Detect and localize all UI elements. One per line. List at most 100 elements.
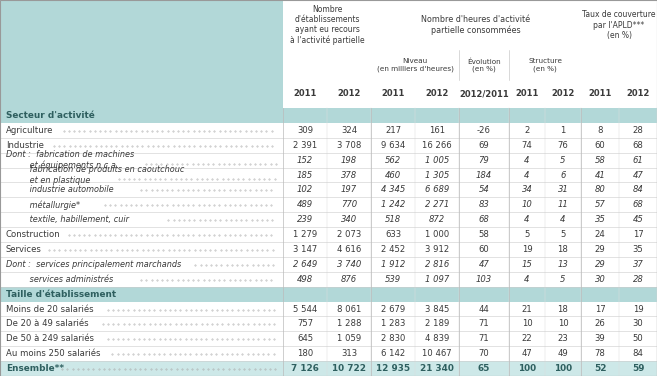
Text: 10 467: 10 467	[422, 349, 452, 358]
Text: 4: 4	[524, 156, 530, 165]
Text: 4 839: 4 839	[425, 334, 449, 343]
Text: Nombre
d'établissements
ayant eu recours
à l'activité partielle: Nombre d'établissements ayant eu recours…	[290, 5, 365, 45]
Text: 83: 83	[479, 200, 489, 209]
Text: 23: 23	[558, 334, 568, 343]
Text: 60: 60	[479, 245, 489, 254]
Text: 100: 100	[518, 364, 536, 373]
Text: 2 816: 2 816	[425, 260, 449, 269]
Text: 4 345: 4 345	[381, 185, 405, 194]
Text: 44: 44	[479, 305, 489, 314]
Text: De 20 à 49 salariés: De 20 à 49 salariés	[6, 319, 89, 328]
Text: 57: 57	[595, 200, 605, 209]
Text: 2011: 2011	[293, 89, 317, 99]
Text: 1 000: 1 000	[425, 230, 449, 239]
Text: 84: 84	[633, 349, 643, 358]
Text: 2012: 2012	[551, 89, 575, 99]
Text: 47: 47	[633, 170, 643, 179]
Text: 16 266: 16 266	[422, 141, 452, 150]
Text: 8: 8	[597, 126, 602, 135]
Text: 498: 498	[297, 275, 313, 284]
Text: 309: 309	[297, 126, 313, 135]
Text: 68: 68	[479, 215, 489, 224]
Text: 2 679: 2 679	[381, 305, 405, 314]
Text: 61: 61	[633, 156, 643, 165]
Bar	[459, 80, 509, 108]
Text: 324: 324	[341, 126, 357, 135]
Bar	[509, 50, 581, 80]
Text: 10 722: 10 722	[332, 364, 366, 373]
Text: 6: 6	[560, 170, 566, 179]
Text: 49: 49	[558, 349, 568, 358]
Text: 60: 60	[595, 141, 605, 150]
Text: 100: 100	[554, 364, 572, 373]
Text: 50: 50	[633, 334, 643, 343]
Text: 30: 30	[633, 319, 643, 328]
Text: 1 305: 1 305	[425, 170, 449, 179]
Text: 29: 29	[595, 260, 605, 269]
Text: 518: 518	[385, 215, 401, 224]
Text: 69: 69	[479, 141, 489, 150]
Text: 6 689: 6 689	[425, 185, 449, 194]
Text: 30: 30	[595, 275, 605, 284]
Text: 2 830: 2 830	[381, 334, 405, 343]
Text: Ensemble**: Ensemble**	[6, 364, 64, 373]
Text: 1 283: 1 283	[381, 319, 405, 328]
Text: 5: 5	[560, 275, 566, 284]
Text: 47: 47	[522, 349, 532, 358]
Text: 6 142: 6 142	[381, 349, 405, 358]
Bar	[459, 50, 509, 80]
Text: 313: 313	[341, 349, 357, 358]
Text: 34: 34	[522, 185, 532, 194]
Text: 770: 770	[341, 200, 357, 209]
Text: 84: 84	[633, 185, 643, 194]
Text: 3 740: 3 740	[337, 260, 361, 269]
Text: 5: 5	[524, 230, 530, 239]
Text: Nombre d'heures d'activité
partielle consommées: Nombre d'heures d'activité partielle con…	[421, 15, 531, 35]
Text: 21 340: 21 340	[420, 364, 454, 373]
Text: 1 912: 1 912	[381, 260, 405, 269]
Text: 12 935: 12 935	[376, 364, 410, 373]
Text: 2 391: 2 391	[293, 141, 317, 150]
Text: 3 147: 3 147	[293, 245, 317, 254]
Text: 876: 876	[341, 275, 357, 284]
Bar	[619, 80, 657, 108]
Text: 4: 4	[524, 170, 530, 179]
Text: Dont :  services principalement marchands: Dont : services principalement marchands	[6, 260, 181, 269]
Bar	[0, 108, 657, 123]
Text: 10: 10	[522, 200, 532, 209]
Text: 2 189: 2 189	[425, 319, 449, 328]
Text: 2012: 2012	[337, 89, 361, 99]
Text: 184: 184	[476, 170, 492, 179]
Text: 2 649: 2 649	[293, 260, 317, 269]
Text: 1: 1	[560, 126, 566, 135]
Text: 7 126: 7 126	[291, 364, 319, 373]
Text: 152: 152	[297, 156, 313, 165]
Text: 4: 4	[524, 215, 530, 224]
Text: 70: 70	[479, 349, 489, 358]
Text: 80: 80	[595, 185, 605, 194]
Text: 2 271: 2 271	[425, 200, 449, 209]
Text: 539: 539	[385, 275, 401, 284]
Text: 35: 35	[595, 215, 605, 224]
Text: 68: 68	[633, 141, 643, 150]
Text: 1 059: 1 059	[337, 334, 361, 343]
Text: 15: 15	[522, 260, 532, 269]
Text: 78: 78	[595, 349, 606, 358]
Text: 217: 217	[385, 126, 401, 135]
Text: 24: 24	[595, 230, 605, 239]
Text: 28: 28	[633, 275, 643, 284]
Text: 197: 197	[341, 185, 357, 194]
Text: 71: 71	[479, 334, 489, 343]
Text: services administrés: services administrés	[6, 275, 113, 284]
Text: fabrication de produits en caoutchouc
         et en plastique: fabrication de produits en caoutchouc et…	[6, 165, 185, 185]
Bar	[0, 0, 657, 108]
Text: textile, habillement, cuir: textile, habillement, cuir	[6, 215, 129, 224]
Text: 2: 2	[524, 126, 530, 135]
Bar	[0, 108, 657, 376]
Bar	[581, 80, 619, 108]
Text: 58: 58	[595, 156, 605, 165]
Text: 17: 17	[633, 230, 643, 239]
Bar	[283, 80, 327, 108]
Text: 18: 18	[558, 305, 568, 314]
Text: Évolution
(en %): Évolution (en %)	[467, 58, 501, 72]
